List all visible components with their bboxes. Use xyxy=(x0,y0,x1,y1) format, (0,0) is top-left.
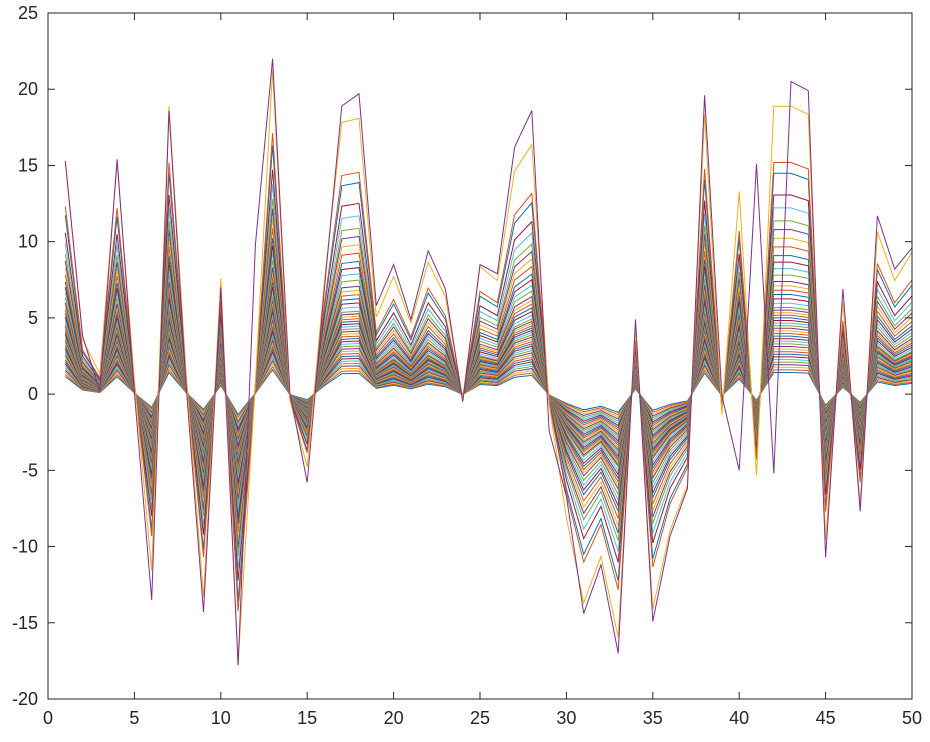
series-line-6 xyxy=(64,353,913,428)
x-tick-label: 50 xyxy=(902,708,922,728)
series-line-3 xyxy=(64,362,913,421)
series-line-2 xyxy=(64,365,913,418)
x-tick-label: 5 xyxy=(129,708,139,728)
y-tick-label: 25 xyxy=(18,3,38,23)
y-tick-label: -15 xyxy=(12,613,38,633)
series-line-45 xyxy=(64,69,913,664)
x-axis: 0 5 10 15 20 25 30 35 40 45 50 xyxy=(43,13,922,728)
y-axis: -20 -15 -10 -5 0 5 10 15 20 25 xyxy=(12,3,912,709)
x-tick-label: 35 xyxy=(643,708,663,728)
x-tick-label: 20 xyxy=(384,708,404,728)
y-tick-label: -20 xyxy=(12,689,38,709)
series-line-5 xyxy=(64,356,913,426)
y-tick-label: 15 xyxy=(18,155,38,175)
x-tick-label: 25 xyxy=(470,708,490,728)
series-line-7 xyxy=(64,350,913,431)
series-line-44 xyxy=(64,133,913,612)
x-tick-label: 15 xyxy=(297,708,317,728)
y-tick-label: 0 xyxy=(28,384,38,404)
y-tick-label: 20 xyxy=(18,79,38,99)
y-tick-label: -5 xyxy=(22,460,38,480)
y-tick-label: 5 xyxy=(28,308,38,328)
series-line-42 xyxy=(64,169,913,581)
series-line-outer xyxy=(64,58,913,666)
x-tick-label: 45 xyxy=(816,708,836,728)
x-tick-label: 30 xyxy=(556,708,576,728)
x-tick-label: 40 xyxy=(729,708,749,728)
y-tick-label: -10 xyxy=(12,537,38,557)
series-line-40 xyxy=(64,198,913,557)
series-lines xyxy=(64,58,913,666)
x-tick-label: 0 xyxy=(43,708,53,728)
series-line-41 xyxy=(64,184,913,569)
y-tick-label: 10 xyxy=(18,232,38,252)
series-line-1 xyxy=(64,368,913,416)
x-tick-label: 10 xyxy=(211,708,231,728)
series-line-4 xyxy=(64,359,913,423)
